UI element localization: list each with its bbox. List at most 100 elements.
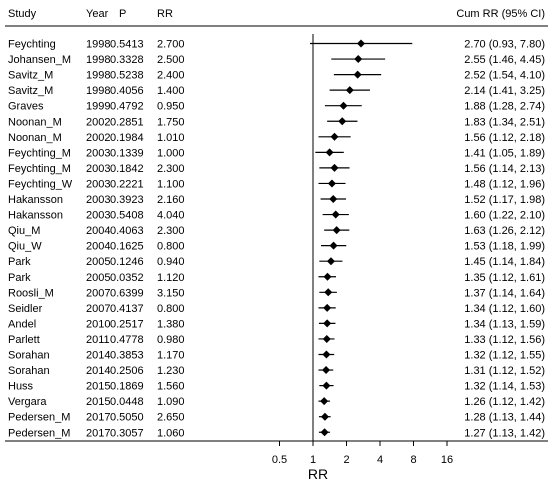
study-p-value: 0.3853 [110,350,144,362]
x-tick-label: 2 [343,454,349,466]
cumulative-rr-ci: 1.32 (1.12, 1.55) [464,350,545,362]
study-name: Feychting_M [8,163,71,175]
study-name: Roosli_M [8,287,54,299]
study-rr: 1.100 [157,178,185,190]
study-p-value: 0.5238 [110,70,144,82]
study-year: 2015 [86,396,110,408]
study-rr: 0.950 [157,101,185,113]
study-name: Park [8,256,31,268]
point-estimate [327,179,336,188]
study-rr: 1.560 [157,381,185,393]
study-name: Feychting [8,39,56,51]
x-tick-label: 8 [410,454,416,466]
cumulative-rr-ci: 1.34 (1.12, 1.60) [464,303,545,315]
study-p-value: 0.1339 [110,147,144,159]
study-name: Park [8,272,31,284]
study-rr: 0.980 [157,334,185,346]
point-estimate [323,272,332,281]
study-year: 1998 [86,39,110,51]
point-estimate [332,226,341,235]
point-estimate [323,303,332,312]
study-p-value: 0.3328 [110,54,144,66]
study-p-value: 0.2517 [110,318,144,330]
study-rr: 0.800 [157,241,185,253]
study-p-value: 0.4063 [110,225,144,237]
point-estimate [345,86,354,95]
study-p-value: 0.4137 [110,303,144,315]
study-p-value: 0.3923 [110,194,144,206]
study-rr: 3.150 [157,287,185,299]
study-rr: 2.650 [157,412,185,424]
study-name: Andel [8,318,36,330]
study-p-value: 0.4056 [110,85,144,97]
point-estimate [326,257,335,266]
study-name: Pedersen_M [8,427,70,439]
study-rr: 1.380 [157,318,185,330]
study-p-value: 0.2221 [110,178,144,190]
study-p-value: 0.1246 [110,256,144,268]
cumulative-rr-ci: 1.63 (1.26, 2.12) [464,225,545,237]
x-axis-label: RR [308,466,328,482]
x-tick-label: 4 [377,454,383,466]
study-name: Seidler [8,303,43,315]
point-estimate [323,319,332,328]
cumulative-rr-ci: 2.52 (1.54, 4.10) [464,70,545,82]
header-p: P [119,8,126,20]
study-p-value: 0.5408 [110,210,144,222]
study-rr: 1.060 [157,427,185,439]
cumulative-rr-ci: 1.33 (1.12, 1.56) [464,334,545,346]
study-year: 2017 [86,412,110,424]
study-year: 2015 [86,381,110,393]
cumulative-rr-ci: 1.83 (1.34, 2.51) [464,116,545,128]
study-year: 2003 [86,178,110,190]
point-estimate [339,101,348,110]
study-rr: 2.500 [157,54,185,66]
point-estimate [329,241,338,250]
cumulative-rr-ci: 1.56 (1.14, 2.13) [464,163,545,175]
study-p-value: 0.2851 [110,116,144,128]
study-rr: 0.800 [157,303,185,315]
point-estimate [331,210,340,219]
study-rr: 1.400 [157,85,185,97]
point-estimate [320,397,329,406]
point-estimate [322,334,331,343]
study-rr: 1.120 [157,272,185,284]
point-estimate [325,148,334,157]
study-name: Noonan_M [8,116,62,128]
study-p-value: 0.0448 [110,396,144,408]
cumulative-rr-ci: 1.37 (1.14, 1.64) [464,287,545,299]
study-name: Feychting_M [8,147,71,159]
study-rr: 2.160 [157,194,185,206]
study-name: Savitz_M [8,85,53,97]
point-estimate [353,70,362,79]
point-estimate [324,288,333,297]
header-cum-rr: Cum RR (95% CI) [456,8,545,20]
study-name: Noonan_M [8,132,62,144]
study-p-value: 0.5413 [110,39,144,51]
header-year: Year [86,8,109,20]
study-rr: 2.300 [157,225,185,237]
study-rr: 1.170 [157,350,185,362]
study-year: 2007 [86,303,110,315]
point-estimate [354,55,363,64]
study-rr: 1.090 [157,396,185,408]
study-year: 2011 [86,334,110,346]
point-estimate [330,163,339,172]
study-year: 2002 [86,116,110,128]
study-name: Graves [8,101,44,113]
study-year: 2014 [86,350,110,362]
cumulative-rr-ci: 2.14 (1.41, 3.25) [464,85,545,97]
point-estimate [330,132,339,141]
cumulative-rr-ci: 1.28 (1.13, 1.44) [464,412,545,424]
study-rr: 1.750 [157,116,185,128]
study-year: 2017 [86,427,110,439]
study-p-value: 0.1842 [110,163,144,175]
study-year: 2004 [86,225,110,237]
x-tick-label: 1 [310,454,316,466]
x-tick-label: 16 [441,454,453,466]
cumulative-rr-ci: 1.48 (1.12, 1.96) [464,178,545,190]
study-year: 2005 [86,256,110,268]
point-estimate [357,39,366,48]
study-name: Qiu_W [8,241,42,253]
